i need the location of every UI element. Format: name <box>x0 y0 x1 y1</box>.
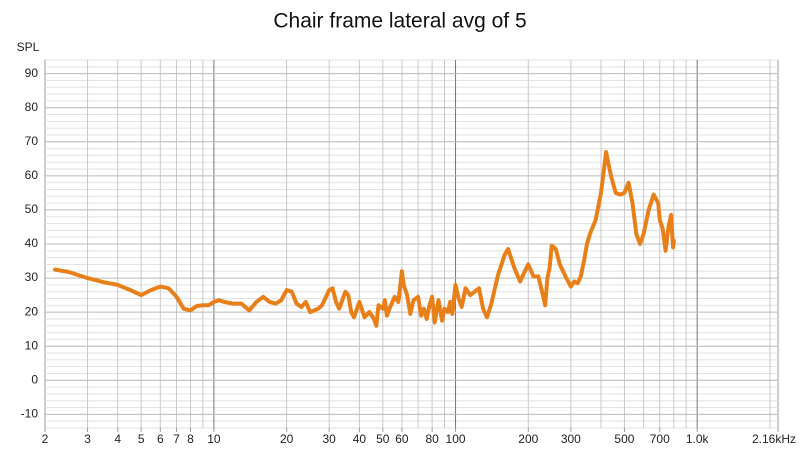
y-tick-label: 30 <box>25 270 39 284</box>
x-tick-label: 60 <box>395 432 409 446</box>
x-tick-label: 6 <box>157 432 164 446</box>
x-tick-label: 2.16kHz <box>752 432 796 446</box>
x-tick-label: 10 <box>207 432 221 446</box>
y-tick-label: 60 <box>25 168 39 182</box>
x-tick-label: 4 <box>114 432 121 446</box>
x-tick-label: 20 <box>280 432 294 446</box>
y-tick-label: 40 <box>25 236 39 250</box>
x-tick-label: 8 <box>187 432 194 446</box>
x-tick-label: 50 <box>376 432 390 446</box>
x-tick-label: 30 <box>323 432 337 446</box>
x-tick-label: 200 <box>518 432 538 446</box>
y-tick-label: 10 <box>25 338 39 352</box>
x-tick-label: 2 <box>42 432 49 446</box>
chart-title: Chair frame lateral avg of 5 <box>273 10 526 33</box>
x-tick-label: 500 <box>614 432 634 446</box>
x-tick-label: 700 <box>650 432 670 446</box>
x-tick-label: 80 <box>425 432 439 446</box>
x-tick-label: 7 <box>173 432 180 446</box>
x-tick-label: 5 <box>138 432 145 446</box>
x-tick-label: 1.0k <box>686 432 710 446</box>
x-tick-label: 100 <box>446 432 466 446</box>
y-tick-label: 70 <box>25 134 39 148</box>
y-tick-label: 0 <box>31 372 38 386</box>
y-tick-label: -10 <box>21 407 39 421</box>
y-axis-label: SPL <box>17 40 40 54</box>
x-tick-label: 40 <box>353 432 367 446</box>
x-tick-label: 3 <box>84 432 91 446</box>
y-tick-label: 80 <box>25 100 39 114</box>
y-tick-label: 50 <box>25 202 39 216</box>
x-tick-label: 300 <box>561 432 581 446</box>
y-tick-label: 20 <box>25 304 39 318</box>
y-tick-label: 90 <box>25 66 39 80</box>
series-line <box>53 150 676 328</box>
